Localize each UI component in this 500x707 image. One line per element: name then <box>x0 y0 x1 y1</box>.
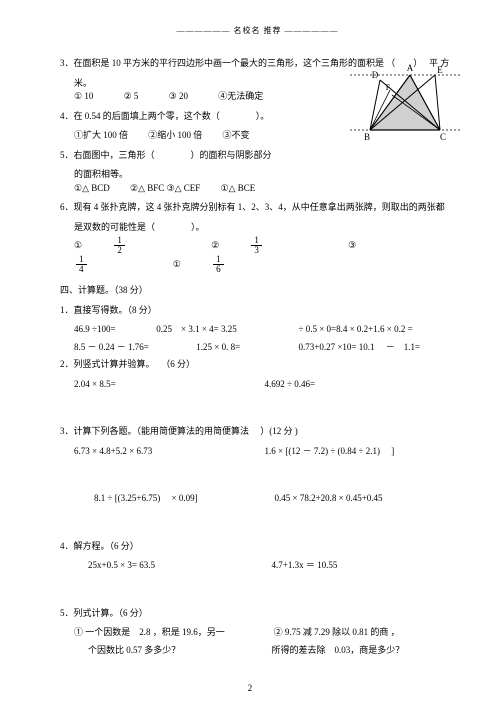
label-D: D <box>372 70 379 80</box>
p1-l1b: 0.25 × 3.1 × 4= 3.25 <box>156 323 296 337</box>
problem-2-title: 2．列竖式计算并验算。 （6 分） <box>60 358 455 372</box>
p1-l2b: 1.25 × 0. 8= <box>196 341 296 355</box>
q5-b: 的面积相等。 <box>74 168 455 182</box>
p3-l1b: 1.6 × [(12 － 7.2) ÷ (0.84 ÷ 2.1) ] <box>265 445 456 459</box>
q5-opt-b: ②△ BFC ③△ CEF <box>130 183 200 193</box>
problem-1-title: 1．直接写得数。（8 分） <box>60 304 455 318</box>
p1-l2c: 0.73+0.27 ×10= 10.1 － 1.1= <box>299 341 421 355</box>
q6-options: ① 12 ② 13 ③ 14 ① 16 <box>74 236 455 274</box>
q3-b: 10 平方米的平行四边形中画一个最大的三角形，这个三角形的面积是 <box>112 58 384 68</box>
q3-opt-c: ③ 20 <box>169 91 188 101</box>
p5-l2b: 所得的差去除 0.03，商是多少？ <box>272 644 456 658</box>
q6-b: 4 张扑克牌分别标有 <box>157 202 236 212</box>
problem-5-title: 5．列式计算。（6 分） <box>60 607 455 621</box>
q5-opt-c: ①△ BCE <box>221 183 256 193</box>
p3-l1a: 6.73 × 4.8+5.2 × 6.73 <box>74 445 265 459</box>
header-rule: —————— 名校名 推荐 —————— <box>60 25 455 37</box>
q6-opt-d: ① 16 <box>173 259 280 269</box>
label-F: F <box>386 83 391 92</box>
p1-l1c: ÷ 0.5 × 0=8.4 × 0.2+1.6 × 0.2 = <box>299 323 413 337</box>
label-C: C <box>440 132 446 142</box>
q6-opt-a: ① 12 <box>74 240 181 250</box>
p5-l1b: ② 9.75 减 7.29 除以 0.81 的商 ， <box>274 626 455 640</box>
q5-options: ①△ BCD ②△ BFC ③△ CEF ①△ BCE <box>74 182 455 196</box>
p3-l2a: 8.1 ÷ [(3.25+6.75) × 0.09] <box>94 492 275 506</box>
p1-line2: 8.5 － 0.24 － 1.76= 1.25 × 0. 8= 0.73+0.2… <box>74 341 455 355</box>
problem-3-title: 3．计算下列各题。（能用简便算法的用简便算法 ）(12 分 ) <box>60 425 455 439</box>
p5-l2a: 个因数比 0.57 多多少？ <box>88 644 272 658</box>
q4-opt-c: ③不变 <box>223 130 250 140</box>
p4-b: 4.7+1.3x ＝ 10.55 <box>272 559 456 573</box>
p1-l2a: 8.5 － 0.24 － 1.76= <box>74 341 194 355</box>
p3-row2: 8.1 ÷ [(3.25+6.75) × 0.09] 0.45 × 78.2+2… <box>94 492 455 506</box>
q6-opt-b: ② 13 <box>211 240 318 250</box>
question-6: 6．现有 4 张扑克牌，这 4 张扑克牌分别标有 1、2、3、4，从中任意拿出两… <box>60 201 455 215</box>
label-E: E <box>437 65 443 75</box>
q3-a: 3．在面积是 <box>60 58 110 68</box>
p3-l2b: 0.45 × 78.2+20.8 × 0.45+0.45 <box>275 492 456 506</box>
q6-c: 1、2、3、4，从中任意拿出两张牌，则取出的两张都 <box>238 202 445 212</box>
q5-opt-a: ①△ BCD <box>74 183 110 193</box>
problem-4-title: 4．解方程。（6 分） <box>60 540 455 554</box>
q4-opt-b: ②缩小 100 倍 <box>148 130 202 140</box>
p1-l1a: 46.9 ÷100= <box>74 323 154 337</box>
p1-line1: 46.9 ÷100= 0.25 × 3.1 × 4= 3.25 ÷ 0.5 × … <box>74 323 455 337</box>
page-number: 2 <box>248 682 253 696</box>
label-B: B <box>364 132 370 142</box>
q5-a: 5．右面图中，三角形（ ）的面积与阴影部分 <box>60 150 272 160</box>
label-A: A <box>407 63 414 73</box>
p5-row2: 个因数比 0.57 多多少？ 所得的差去除 0.03，商是多少？ <box>88 644 455 658</box>
q6-a: 6．现有 4 张扑克牌，这 <box>60 202 155 212</box>
q3-opt-d: ④无法确定 <box>218 91 263 101</box>
p4-row: 25x+0.5 × 3= 63.5 4.7+1.3x ＝ 10.55 <box>88 559 455 573</box>
q3-opt-a: ① 10 <box>74 91 93 101</box>
p5-l1a: ① 一个因数是 2.8 ，积是 19.6，另一 <box>74 626 274 640</box>
q6-d: 是双数的可能性是（ ）。 <box>74 221 455 235</box>
p2-a: 2.04 × 8.5= <box>74 378 265 392</box>
q3-opt-b: ② 5 <box>124 91 139 101</box>
p5-row1: ① 一个因数是 2.8 ，积是 19.6，另一 ② 9.75 减 7.29 除以… <box>74 626 455 640</box>
q4-text: 4．在 0.54 的后面填上两个零，这个数（ ）。 <box>60 111 269 121</box>
section-4: 四、计算题。（38 分） <box>60 284 455 298</box>
geometry-figure: A B C D E F <box>350 60 460 145</box>
p2-row: 2.04 × 8.5= 4.692 ÷ 0.46= <box>74 378 455 392</box>
p4-a: 25x+0.5 × 3= 63.5 <box>88 559 272 573</box>
header-title: 名校名 推荐 <box>234 26 282 35</box>
p2-b: 4.692 ÷ 0.46= <box>265 378 456 392</box>
q4-opt-a: ①扩大 100 倍 <box>74 130 128 140</box>
p3-row1: 6.73 × 4.8+5.2 × 6.73 1.6 × [(12 － 7.2) … <box>74 445 455 459</box>
question-5: 5．右面图中，三角形（ ）的面积与阴影部分 <box>60 149 455 163</box>
